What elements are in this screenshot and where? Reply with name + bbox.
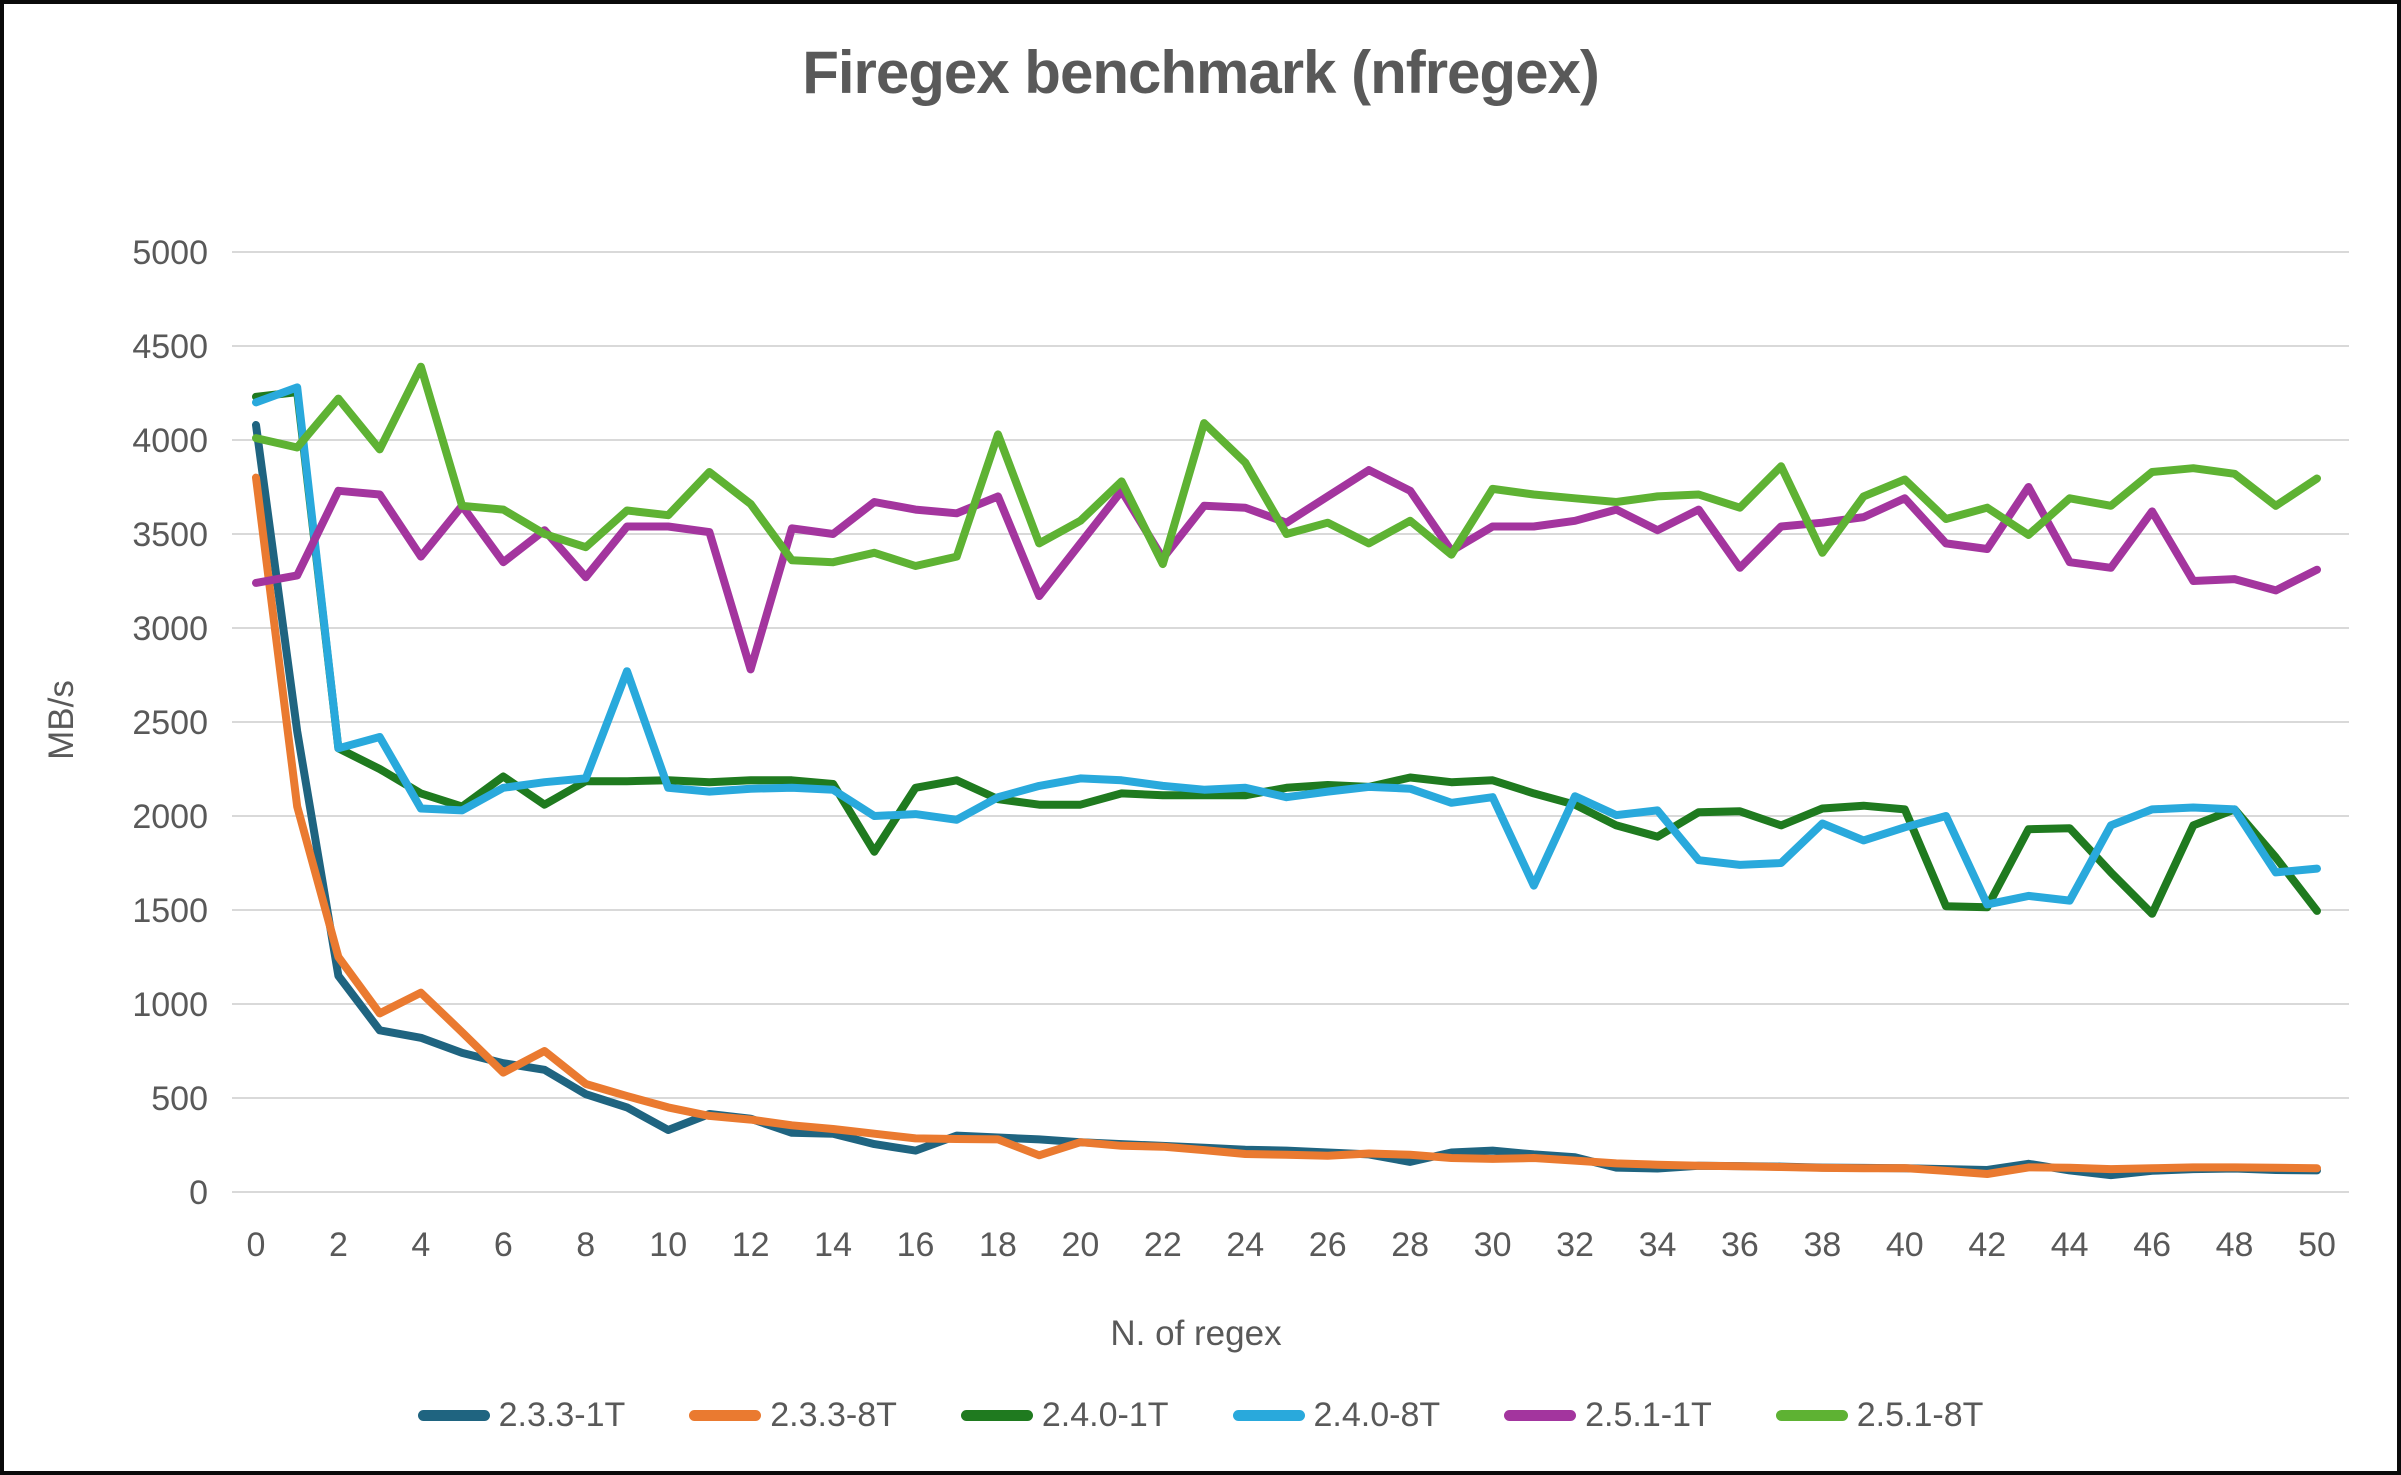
x-tick-label: 2 (329, 1226, 348, 1264)
x-tick-label: 14 (814, 1226, 852, 1264)
x-tick-label: 46 (2133, 1226, 2171, 1264)
x-tick-label: 44 (2051, 1226, 2089, 1264)
legend-swatch-2.5.1-8T (1775, 1410, 1848, 1421)
legend-label: 2.3.3-8T (770, 1396, 897, 1434)
x-tick-label: 48 (2216, 1226, 2254, 1264)
chart-title: Firegex benchmark (nfregex) (802, 39, 1600, 106)
x-tick-label: 42 (1968, 1226, 2006, 1264)
series-line-2.3.3-8T (252, 473, 2321, 1178)
y-tick-label: 4000 (132, 422, 208, 460)
y-tick-labels: 0 500 1000 1500 2000 2500 3000 3500 4000 4500 5000 (132, 234, 208, 1212)
x-axis-title: N. of regex (1110, 1314, 1282, 1353)
x-tick-label: 34 (1639, 1226, 1677, 1264)
x-tick-label: 50 (2298, 1226, 2336, 1264)
y-tick-label: 3000 (132, 610, 208, 648)
gridlines (232, 251, 2349, 1193)
x-tick-label: 38 (1803, 1226, 1841, 1264)
x-tick-label: 30 (1474, 1226, 1512, 1264)
series-line-2.5.1-1T (252, 466, 2321, 674)
plot-area: 0500100015002000250030003500400045005000… (132, 234, 2349, 1264)
legend-item-2.4.0-1T[interactable]: 2.4.0-1T (960, 1396, 1169, 1435)
series-line-2.4.0-8T (252, 383, 2321, 909)
legend-item-2.5.1-1T[interactable]: 2.5.1-1T (1504, 1396, 1712, 1435)
legend-label: 2.3.3-1T (498, 1396, 626, 1434)
x-tick-label: 28 (1391, 1226, 1429, 1264)
x-tick-label: 12 (732, 1226, 770, 1264)
x-tick-label: 32 (1556, 1226, 1594, 1264)
legend: 2.3.3-1T 2.3.3-8T 2.4.0-1T 2.4.0-8T 2.5.1-1T… (4, 1396, 2397, 1435)
legend-swatch-2.4.0-1T (960, 1410, 1033, 1421)
legend-item-2.4.0-8T[interactable]: 2.4.0-8T (1232, 1396, 1441, 1435)
y-tick-label: 2000 (132, 798, 208, 836)
legend-item-2.3.3-8T[interactable]: 2.3.3-8T (689, 1396, 897, 1435)
legend-item-2.3.3-1T[interactable]: 2.3.3-1T (417, 1396, 626, 1435)
legend-label: 2.4.0-8T (1313, 1396, 1441, 1434)
legend-swatch-2.4.0-8T (1232, 1410, 1305, 1421)
x-tick-label: 4 (411, 1226, 430, 1264)
x-tick-label: 16 (897, 1226, 935, 1264)
x-tick-label: 24 (1226, 1226, 1264, 1264)
x-tick-label: 22 (1144, 1226, 1182, 1264)
y-tick-label: 2500 (132, 704, 208, 742)
legend-swatch-2.3.3-1T (417, 1410, 490, 1421)
series-line-2.4.0-1T (252, 388, 2321, 918)
x-tick-label: 8 (576, 1226, 595, 1264)
y-tick-label: 1500 (132, 892, 208, 930)
legend-label: 2.5.1-8T (1856, 1396, 1984, 1434)
x-tick-label: 18 (979, 1226, 1017, 1264)
legend-label: 2.4.0-1T (1041, 1396, 1169, 1434)
y-tick-label: 4500 (132, 328, 208, 366)
x-tick-label: 10 (649, 1226, 687, 1264)
y-tick-label: 5000 (132, 234, 208, 272)
y-tick-label: 3500 (132, 516, 208, 554)
y-tick-label: 1000 (132, 986, 208, 1024)
x-tick-label: 6 (494, 1226, 513, 1264)
legend-swatch-2.3.3-8T (689, 1410, 762, 1421)
legend-label: 2.5.1-1T (1585, 1396, 1712, 1434)
y-tick-label: 0 (189, 1174, 208, 1212)
x-tick-label: 26 (1309, 1226, 1347, 1264)
x-tick-label: 36 (1721, 1226, 1759, 1264)
legend-item-2.5.1-8T[interactable]: 2.5.1-8T (1775, 1396, 1984, 1435)
x-tick-label: 40 (1886, 1226, 1924, 1264)
x-tick-label: 0 (247, 1226, 266, 1264)
series-line-2.5.1-8T (252, 362, 2321, 570)
legend-swatch-2.5.1-1T (1504, 1410, 1577, 1421)
x-tick-label: 20 (1061, 1226, 1099, 1264)
x-tick-labels: 0 2 4 6 8 10 12 14 16 18 20 22 24 26 28 30 32 34 36 38 40 42 4… (247, 1226, 2336, 1264)
y-tick-label: 500 (151, 1080, 208, 1118)
